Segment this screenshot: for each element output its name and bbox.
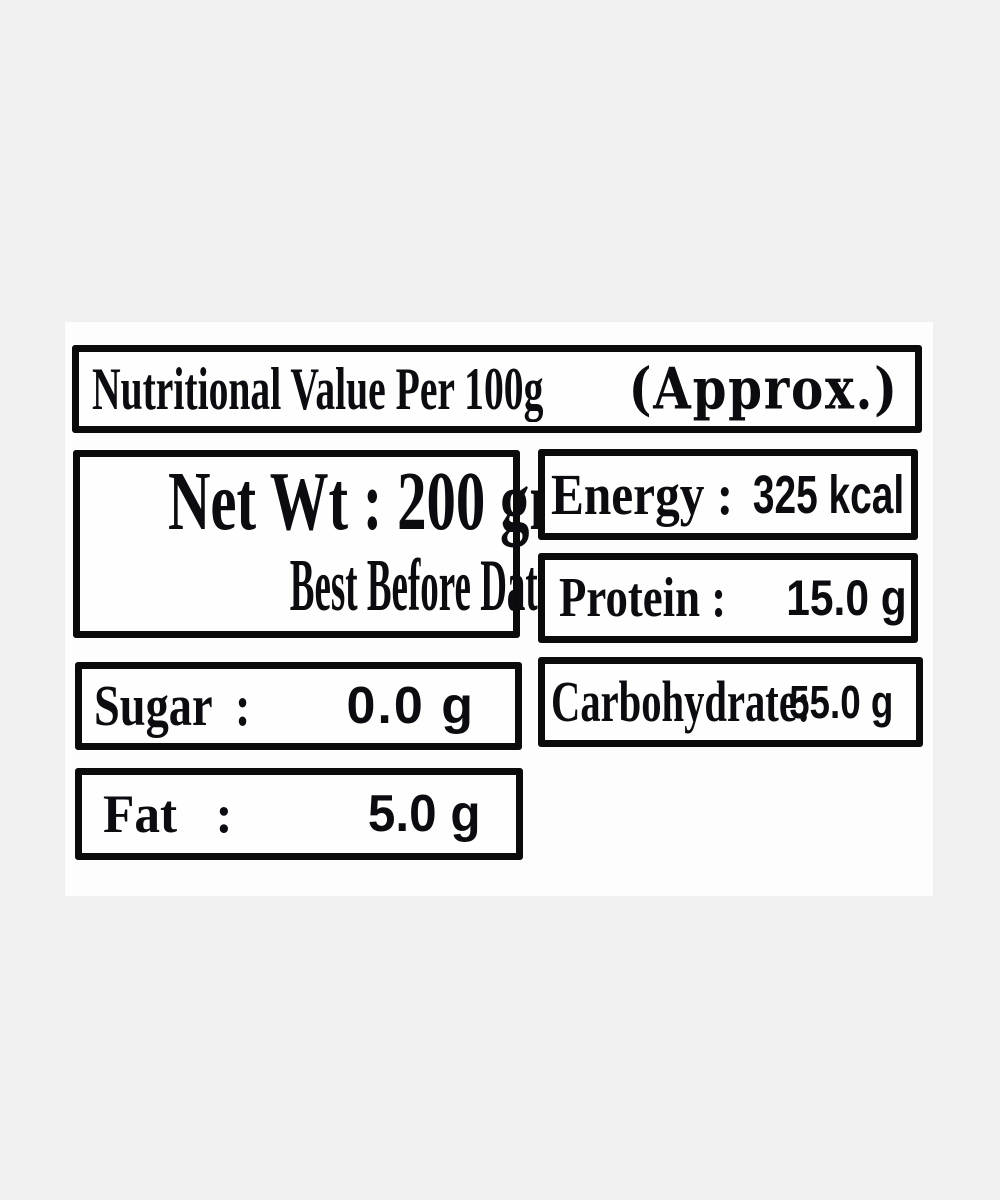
energy-label: Energy : [551,461,734,527]
carbohydrate-label: Carbohydrate: [551,669,811,734]
fat-value-anchor: 5.0 g [362,785,480,843]
protein-value: 15.0 g [786,570,907,626]
approx-text: (Approx.) [628,355,899,423]
approx-anchor: (Approx.) [581,361,899,418]
title-text: Nutritional Value Per 100g [92,356,544,422]
protein-row: Protein : 15.0 g [538,553,918,643]
nutrition-label-panel: Nutritional Value Per 100g (Approx.) Net… [65,322,933,896]
best-before-line: Best Before Date : 75 Days [80,549,710,623]
protein-label-anchor: Protein : [559,570,768,626]
fat-label-anchor: Fat : [103,787,239,841]
carbohydrate-row: Carbohydrate: 55.0 g [538,657,923,747]
fat-label: Fat : [103,784,233,844]
sugar-label: Sugar : [94,673,251,738]
sugar-row: Sugar : 0.0 g [75,662,522,750]
sugar-value: 0.0 g [346,677,475,735]
carbohydrate-value-anchor: 55.0 g [763,679,893,725]
energy-row: Energy : 325 kcal [538,449,918,540]
title-box: Nutritional Value Per 100g (Approx.) [72,345,922,433]
net-weight-text: Net Wt : 200 gm [167,455,579,549]
title-anchor: Nutritional Value Per 100g [92,359,776,419]
protein-label: Protein : [559,567,727,629]
sugar-label-anchor: Sugar : [94,677,290,735]
fat-value: 5.0 g [367,785,480,843]
net-weight-box: Net Wt : 200 gm Best Before Date : 75 Da… [73,450,710,638]
fat-row: Fat : 5.0 g [75,768,523,860]
energy-value: 325 kcal [752,464,904,525]
energy-value-anchor: 325 kcal [694,468,904,522]
carbohydrate-label-anchor: Carbohydrate: [551,673,922,731]
net-weight-line: Net Wt : 200 gm [80,460,578,544]
carbohydrate-value: 55.0 g [788,676,893,728]
sugar-value-anchor: 0.0 g [347,680,476,732]
energy-label-anchor: Energy : [551,461,765,527]
protein-value-anchor: 15.0 g [765,573,907,623]
